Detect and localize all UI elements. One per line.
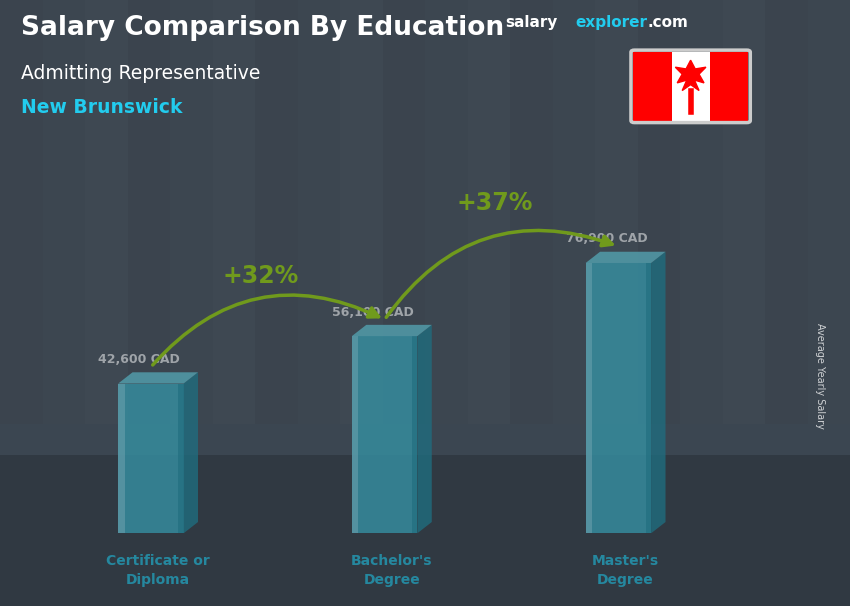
Polygon shape (118, 372, 198, 384)
Text: Certificate or
Diploma: Certificate or Diploma (106, 554, 210, 587)
Polygon shape (633, 52, 748, 121)
Polygon shape (118, 384, 184, 533)
Text: +32%: +32% (223, 264, 299, 288)
Polygon shape (586, 251, 666, 263)
Text: Master's
Degree: Master's Degree (592, 554, 659, 587)
Polygon shape (633, 52, 672, 121)
Polygon shape (417, 325, 432, 533)
Polygon shape (710, 52, 748, 121)
Text: Salary Comparison By Education: Salary Comparison By Education (21, 15, 504, 41)
Polygon shape (586, 263, 592, 533)
Text: +37%: +37% (456, 190, 533, 215)
Text: New Brunswick: New Brunswick (21, 98, 183, 117)
Polygon shape (412, 336, 417, 533)
Polygon shape (352, 325, 432, 336)
Text: Average Yearly Salary: Average Yearly Salary (815, 323, 825, 428)
Text: .com: .com (648, 15, 689, 30)
Text: 56,100 CAD: 56,100 CAD (332, 305, 414, 319)
Polygon shape (675, 60, 705, 90)
Polygon shape (184, 372, 198, 533)
Polygon shape (178, 384, 184, 533)
Polygon shape (352, 336, 417, 533)
Text: Bachelor's
Degree: Bachelor's Degree (351, 554, 433, 587)
Polygon shape (586, 263, 651, 533)
Text: 42,600 CAD: 42,600 CAD (99, 353, 180, 366)
Text: Admitting Representative: Admitting Representative (21, 64, 261, 82)
Polygon shape (118, 384, 125, 533)
Text: 76,900 CAD: 76,900 CAD (566, 233, 648, 245)
Text: salary: salary (506, 15, 558, 30)
Polygon shape (651, 251, 666, 533)
Polygon shape (352, 336, 359, 533)
Text: explorer: explorer (575, 15, 648, 30)
Polygon shape (646, 263, 651, 533)
